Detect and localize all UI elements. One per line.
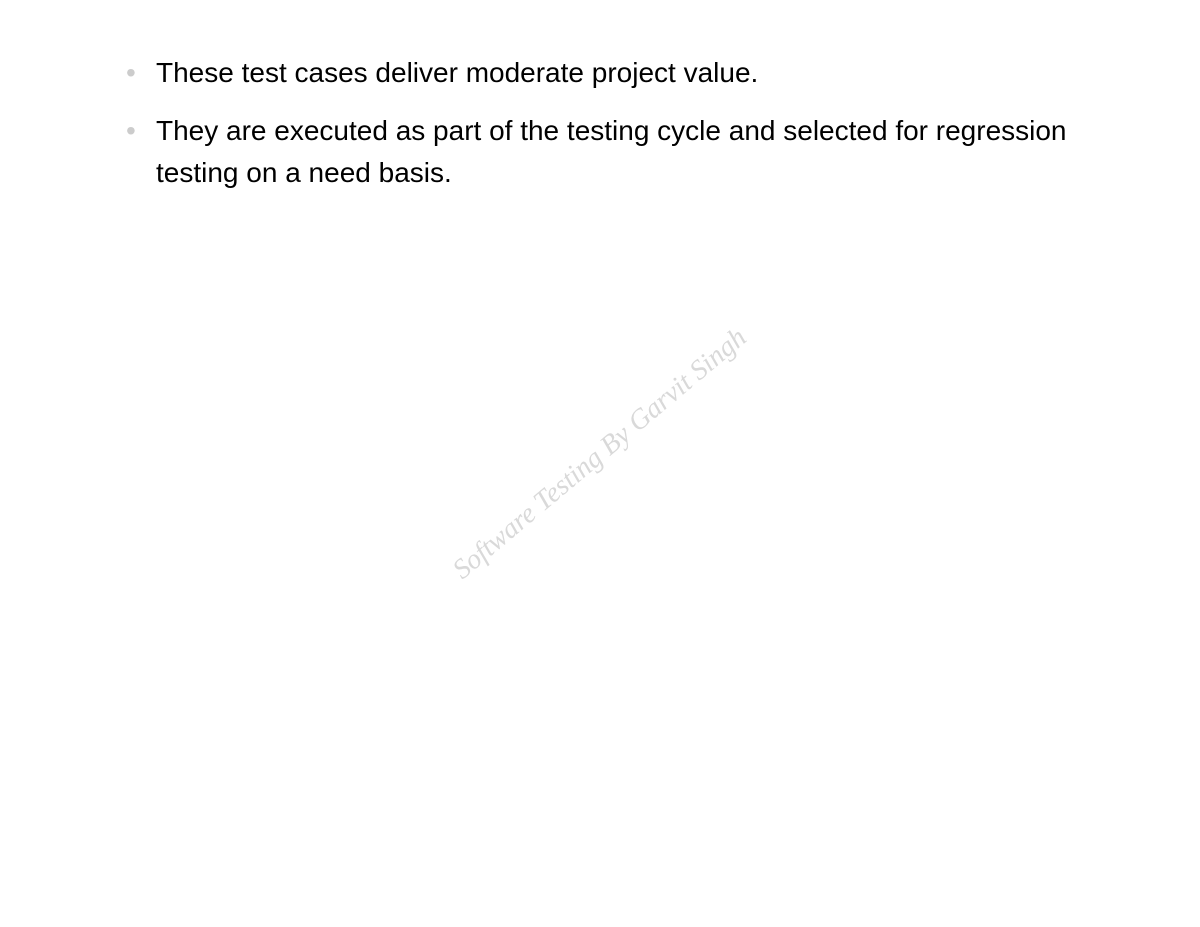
document-content: These test cases deliver moderate projec…	[0, 0, 1200, 194]
list-item: They are executed as part of the testing…	[126, 110, 1140, 194]
bullet-list: These test cases deliver moderate projec…	[126, 52, 1140, 194]
watermark-text: Software Testing By Garvit Singh	[447, 322, 753, 586]
list-item: These test cases deliver moderate projec…	[126, 52, 1140, 94]
list-item-text: They are executed as part of the testing…	[156, 115, 1067, 188]
list-item-text: These test cases deliver moderate projec…	[156, 57, 758, 88]
